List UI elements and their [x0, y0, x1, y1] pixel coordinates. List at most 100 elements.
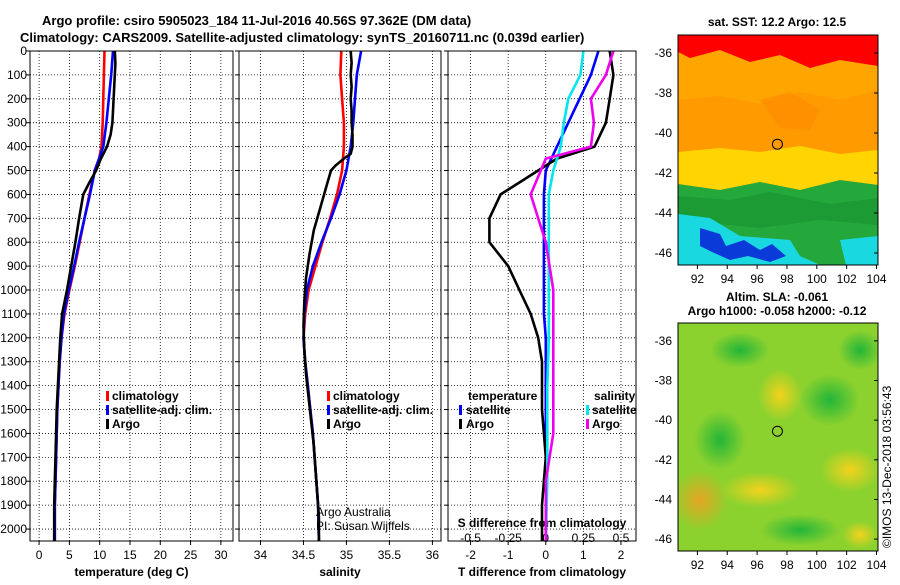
- x-tick-label: 1: [580, 548, 587, 562]
- x-tick-label: 0: [542, 548, 549, 562]
- s-diff-tick-label: -0.25: [494, 531, 522, 545]
- legend-label: satellite: [592, 403, 637, 417]
- sla-map-title: Altim. SLA: -0.061: [726, 290, 828, 304]
- imos-credit: ©IMOS 13-Dec-2018 03:56:43: [880, 385, 894, 548]
- legend-label: Argo: [466, 417, 494, 431]
- series-line-climatology: [302, 50, 346, 542]
- legend-swatch: [106, 391, 109, 401]
- panel-frame: [29, 50, 234, 542]
- x-axis-label: T difference from climatology: [458, 565, 626, 579]
- depth-tick-label: 100: [7, 68, 27, 82]
- s-diff-tick-label: 0.25: [572, 531, 596, 545]
- x-axis-label: salinity: [319, 565, 361, 579]
- salinity-panel: 34 34.5 35 35.5 36 salinity climatologysatelli…: [235, 50, 442, 579]
- sla-map-subtitle: Argo h1000: -0.058 h2000: -0.12: [688, 304, 867, 318]
- x-tick-label: -2: [465, 548, 476, 562]
- legend-label: Argo: [333, 417, 361, 431]
- map-x-tick-label: 94: [721, 272, 735, 286]
- map-x-tick-label: 98: [780, 272, 794, 286]
- depth-tick-label: 500: [7, 164, 27, 178]
- x-tick-label: 30: [214, 548, 228, 562]
- sst-argo-marker: [771, 138, 783, 150]
- s-diff-tick-label: -0.5: [460, 531, 481, 545]
- map-x-tick-label: 98: [780, 558, 794, 572]
- x-axis-label: temperature (deg C): [74, 565, 188, 579]
- figure-title-line1: Argo profile: csiro 5905023_184 11-Jul-2…: [42, 13, 471, 28]
- sst-map-frame: [677, 34, 879, 266]
- legend-swatch: [586, 405, 589, 415]
- profile-panels: 0 5 10 15 20 25 300100200300400500600700800900…: [0, 44, 637, 579]
- legend-label: Argo: [112, 417, 140, 431]
- map-y-tick-label: -46: [655, 532, 673, 546]
- legend-swatch: [586, 419, 589, 429]
- map-x-tick-label: 102: [837, 272, 857, 286]
- x-tick-label: 2: [618, 548, 625, 562]
- map-y-tick-label: -36: [655, 334, 673, 348]
- map-y-tick-label: -46: [655, 246, 673, 260]
- map-y-tick-label: -40: [655, 413, 673, 427]
- legend-swatch: [106, 405, 109, 415]
- map-x-tick-label: 92: [691, 558, 705, 572]
- panel-annotation: PI: Susan Wijffels: [316, 519, 410, 533]
- map-x-tick-label: 100: [807, 272, 827, 286]
- depth-tick-label: 1900: [0, 498, 27, 512]
- map-y-tick-label: -44: [655, 492, 673, 506]
- difference-panel: -2 -1 0 1 2-0.5 -0.25 0 0.25 0.5S difference fro…: [444, 50, 637, 579]
- series-line-climatology: [53, 50, 106, 541]
- sla-map-ticks: 92 94 96 98 100 102 104 -36 -38 -40 -42 -44 -46: [655, 334, 887, 572]
- depth-tick-label: 300: [7, 116, 27, 130]
- legend-swatch: [327, 391, 330, 401]
- sst-map-ticks: 92 94 96 98 100 102 104 -36 -38 -40 -42 -44 -46: [655, 46, 887, 286]
- map-x-tick-label: 94: [721, 558, 735, 572]
- x-tick-label: 10: [93, 548, 107, 562]
- map-y-tick-label: -42: [655, 166, 673, 180]
- x-tick-label: 34: [254, 548, 268, 562]
- sla-map: Altim. SLA: -0.061 Argo h1000: -0.058 h2…: [655, 290, 887, 572]
- depth-tick-label: 2000: [0, 522, 27, 536]
- legend-swatch: [459, 405, 462, 415]
- map-x-tick-label: 96: [750, 558, 764, 572]
- panel-frame: [238, 50, 442, 542]
- x-tick-label: -1: [503, 548, 514, 562]
- x-tick-label: 0: [36, 548, 43, 562]
- temperature-panel: 0 5 10 15 20 25 300100200300400500600700800900…: [0, 44, 234, 579]
- depth-tick-label: 1600: [0, 426, 27, 440]
- series-line-t-satellite: [542, 50, 600, 541]
- legend-label: climatology: [112, 389, 179, 403]
- x-tick-label: 36: [426, 548, 440, 562]
- map-y-tick-label: -42: [655, 453, 673, 467]
- depth-tick-label: 1700: [0, 450, 27, 464]
- depth-tick-label: 1400: [0, 379, 27, 393]
- legend-swatch: [106, 419, 109, 429]
- series-line-satellite-adj-clim-: [53, 50, 115, 541]
- depth-tick-label: 1200: [0, 331, 27, 345]
- depth-tick-label: 900: [7, 259, 27, 273]
- series-line-argo: [302, 50, 354, 541]
- map-y-tick-label: -40: [655, 126, 673, 140]
- figure-title-line2: Climatology: CARS2009. Satellite-adjuste…: [20, 30, 584, 45]
- legend-label: Argo: [592, 417, 620, 431]
- x-tick-label: 20: [154, 548, 168, 562]
- panel-frame: [447, 50, 637, 542]
- legend-swatch: [327, 405, 330, 415]
- panel-annotation: Argo Australia: [316, 505, 391, 519]
- depth-tick-label: 200: [7, 92, 27, 106]
- x-tick-label: 25: [184, 548, 198, 562]
- legend-label: climatology: [333, 389, 400, 403]
- series-line-s-satellite: [544, 50, 585, 542]
- depth-tick-label: 400: [7, 140, 27, 154]
- sla-map-frame: [677, 322, 879, 552]
- map-x-tick-label: 96: [750, 272, 764, 286]
- x-tick-label: 35.5: [378, 548, 402, 562]
- legend-swatch: [459, 419, 462, 429]
- depth-tick-label: 1500: [0, 403, 27, 417]
- depth-tick-label: 600: [7, 187, 27, 201]
- map-x-tick-label: 102: [837, 558, 857, 572]
- legend-label: temperature: [468, 389, 538, 403]
- map-x-tick-label: 104: [866, 558, 886, 572]
- legend-swatch: [327, 419, 330, 429]
- legend-label: satellite-adj. clim.: [112, 403, 212, 417]
- map-y-tick-label: -38: [655, 373, 673, 387]
